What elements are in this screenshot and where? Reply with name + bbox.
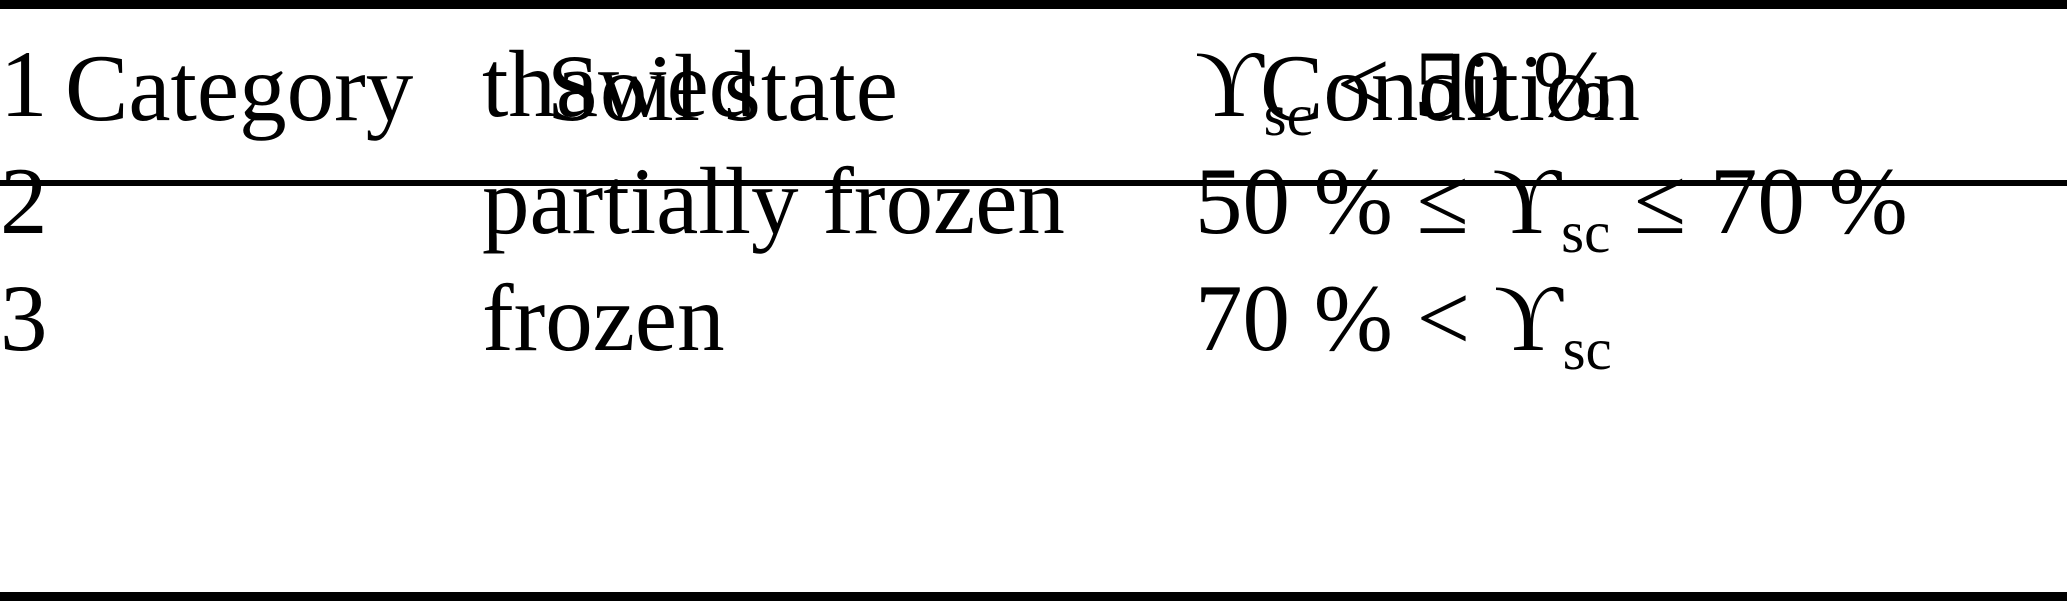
cell-condition: ϒsc < 50 % <box>1195 26 2067 144</box>
cell-soil-state: frozen <box>482 265 725 371</box>
cell-category: 2 <box>0 148 48 254</box>
cell-condition: 50 % ≤ ϒsc ≤ 70 % <box>1195 143 2067 261</box>
cell-category: 3 <box>0 265 48 371</box>
upsilon-symbol: ϒ <box>1493 265 1563 371</box>
condition-before: 70 % < <box>1195 265 1494 371</box>
header-category: Category <box>65 35 414 141</box>
cell-soil-state: partially frozen <box>482 148 1065 254</box>
condition-after: ≤ 70 % <box>1610 148 1908 254</box>
upsilon-subscript: sc <box>1562 315 1612 382</box>
table-header-row: Category Soil state Condition <box>0 9 2067 180</box>
header-condition: Condition <box>1260 35 1641 141</box>
upsilon-subscript: sc <box>1561 198 1611 265</box>
header-soil-state: Soil state <box>547 35 898 141</box>
table-bottom-rule <box>0 592 2067 601</box>
cell-condition: 70 % < ϒsc <box>1195 260 2067 378</box>
table-body: 1 thawed ϒsc < 50 % 2 partially frozen 5… <box>0 26 2067 378</box>
table-top-rule <box>0 0 2067 9</box>
table-row: 2 partially frozen 50 % ≤ ϒsc ≤ 70 % <box>0 143 2067 261</box>
cell-category: 1 <box>0 31 48 137</box>
table-row: 1 thawed ϒsc < 50 % <box>0 26 2067 144</box>
upsilon-symbol: ϒ <box>1492 148 1562 254</box>
upsilon-subscript: sc <box>1263 81 1313 148</box>
cell-soil-state: thawed <box>482 31 757 137</box>
table-row: 3 frozen 70 % < ϒsc <box>0 260 2067 378</box>
table-mid-rule <box>0 180 2067 186</box>
upsilon-symbol: ϒ <box>1195 31 1264 137</box>
condition-before: 50 % ≤ <box>1195 148 1493 254</box>
condition-after: < 50 % <box>1312 31 1612 137</box>
